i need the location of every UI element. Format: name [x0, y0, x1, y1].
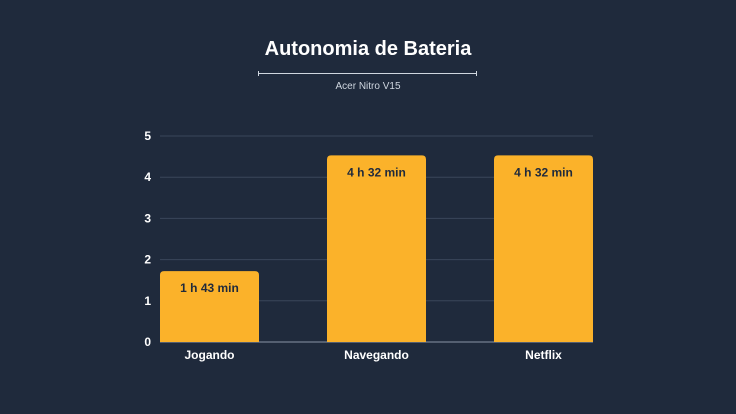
bar — [494, 155, 593, 342]
x-tick-label: Jogando — [185, 348, 235, 362]
bar-data-label: 4 h 32 min — [514, 165, 573, 179]
bar-data-label: 1 h 43 min — [180, 281, 239, 295]
y-tick-label: 4 — [144, 170, 151, 184]
bar-data-label: 4 h 32 min — [347, 165, 406, 179]
title-divider — [258, 71, 477, 76]
bar — [327, 155, 426, 342]
x-tick-label: Navegando — [344, 348, 409, 362]
chart-title: Autonomia de Bateria — [264, 38, 472, 60]
y-tick-label: 3 — [144, 211, 151, 225]
y-tick-label: 0 — [144, 335, 151, 349]
y-tick-label: 1 — [144, 294, 151, 308]
x-tick-label: Netflix — [525, 348, 562, 362]
y-tick-label: 5 — [144, 129, 151, 143]
bar — [160, 271, 259, 342]
y-tick-label: 2 — [144, 253, 151, 267]
chart-subtitle: Acer Nitro V15 — [335, 81, 401, 92]
